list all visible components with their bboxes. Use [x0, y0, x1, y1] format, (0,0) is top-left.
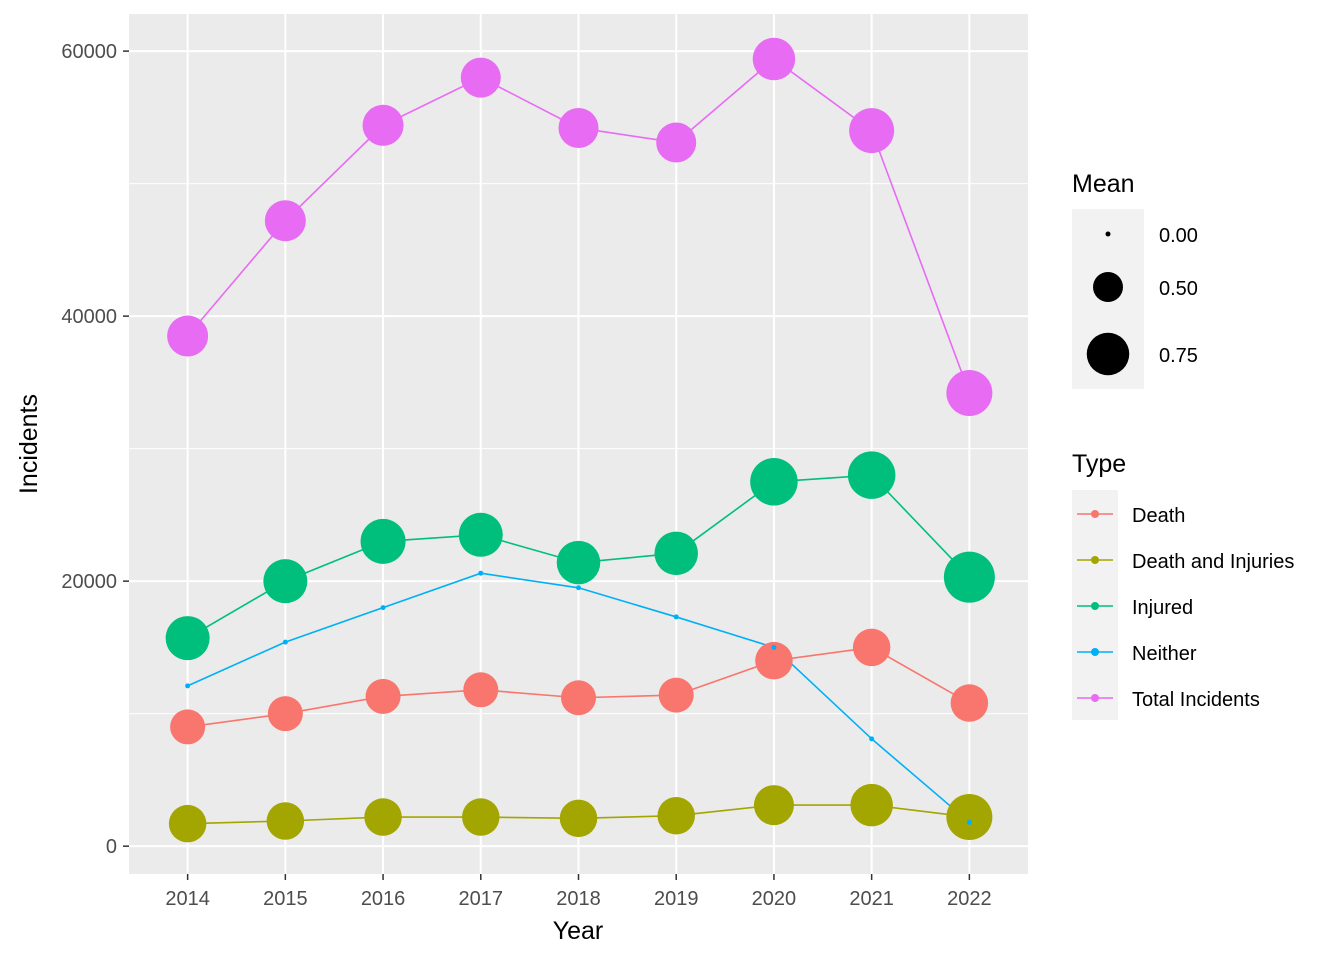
data-point-total-incidents	[946, 369, 993, 416]
color-legend-label: Death and Injuries	[1132, 551, 1294, 573]
grid-major	[129, 14, 1028, 874]
data-point-total-incidents	[656, 122, 697, 163]
data-point-death	[658, 677, 694, 713]
data-point-injured	[165, 616, 210, 661]
x-tick-label: 2017	[459, 888, 504, 910]
data-point-injured	[847, 451, 896, 499]
size-legend-key	[1105, 231, 1111, 237]
data-point-neither	[771, 644, 777, 650]
color-legend-label: Neither	[1132, 643, 1197, 665]
color-legend-keys: Death Death and Injuries Injured Neither Tot…	[1077, 505, 1294, 711]
data-point-death	[561, 680, 596, 716]
y-tick-label: 60000	[61, 41, 117, 63]
x-tick-label: 2020	[752, 888, 797, 910]
data-point-injured	[360, 518, 406, 564]
data-point-death	[852, 628, 891, 667]
data-point-death	[170, 709, 206, 745]
data-point-death	[463, 672, 499, 708]
size-legend-label: 0.00	[1159, 225, 1198, 247]
color-legend-label: Death	[1132, 505, 1185, 527]
data-point-death-and-injuries	[559, 799, 598, 838]
data-point-death-and-injuries	[657, 796, 695, 835]
size-legend-label: 0.50	[1159, 278, 1198, 300]
data-point-neither	[185, 683, 191, 689]
data-point-total-incidents	[167, 315, 209, 357]
data-point-injured	[654, 531, 698, 576]
x-tick-label: 2016	[361, 888, 406, 910]
data-point-total-incidents	[849, 108, 895, 154]
data-point-total-incidents	[752, 37, 796, 81]
data-point-total-incidents	[264, 200, 306, 242]
x-tick-label: 2022	[947, 888, 992, 910]
data-point-total-incidents	[460, 57, 501, 98]
data-point-neither	[478, 570, 484, 576]
size-legend: Mean 0.00 0.50 0.75	[1072, 170, 1198, 389]
data-point-neither	[380, 605, 386, 611]
x-tick-label: 2021	[849, 888, 894, 910]
data-point-death	[755, 641, 793, 680]
data-point-death-and-injuries	[266, 802, 305, 840]
color-legend-label: Injured	[1132, 597, 1193, 619]
data-point-death-and-injuries	[168, 804, 207, 843]
data-point-neither	[869, 736, 875, 742]
data-point-injured	[750, 458, 798, 506]
data-point-death-and-injuries	[462, 798, 500, 836]
size-legend-label: 0.75	[1159, 345, 1198, 367]
series-points	[165, 37, 995, 843]
y-axis-title: Incidents	[15, 394, 43, 494]
axes: 0 20000 40000 60000 2014 2015 2016 2017 2018 2019…	[61, 41, 991, 910]
data-point-neither	[576, 585, 581, 591]
color-legend-key-point	[1091, 694, 1099, 702]
color-legend: Type Death Death and Injuries Injured Neith…	[1072, 450, 1294, 720]
data-point-neither	[966, 819, 972, 825]
data-point-injured	[943, 551, 995, 603]
size-legend-key	[1093, 272, 1123, 302]
x-tick-label: 2019	[654, 888, 699, 910]
color-legend-key-point	[1091, 602, 1099, 610]
size-legend-title: Mean	[1072, 170, 1135, 198]
data-point-death-and-injuries	[946, 794, 993, 841]
x-tick-label: 2014	[165, 888, 210, 910]
data-point-injured	[458, 512, 503, 557]
x-tick-label: 2018	[556, 888, 601, 910]
y-tick-label: 20000	[61, 571, 117, 593]
y-tick-label: 0	[106, 836, 117, 858]
data-point-death-and-injuries	[850, 783, 893, 827]
data-point-injured	[263, 559, 308, 604]
data-point-injured	[556, 540, 601, 585]
y-tick-label: 40000	[61, 306, 117, 328]
data-point-total-incidents	[558, 107, 599, 148]
x-tick-label: 2015	[263, 888, 308, 910]
data-point-death-and-injuries	[364, 798, 402, 836]
color-legend-label: Total Incidents	[1132, 689, 1260, 711]
size-legend-key	[1086, 332, 1130, 376]
size-legend-keys: 0.00 0.50 0.75	[1086, 225, 1198, 376]
data-point-death	[950, 684, 989, 722]
data-point-death	[365, 678, 401, 714]
data-point-death	[267, 696, 303, 732]
data-point-total-incidents	[362, 104, 404, 146]
color-legend-title: Type	[1072, 450, 1126, 478]
data-point-neither	[673, 614, 679, 620]
color-legend-key-point	[1091, 556, 1099, 564]
data-point-neither	[282, 639, 288, 645]
color-legend-key-point	[1091, 648, 1099, 656]
color-legend-key-point	[1091, 510, 1099, 518]
data-point-death-and-injuries	[753, 785, 794, 826]
x-axis-title: Year	[553, 917, 604, 945]
